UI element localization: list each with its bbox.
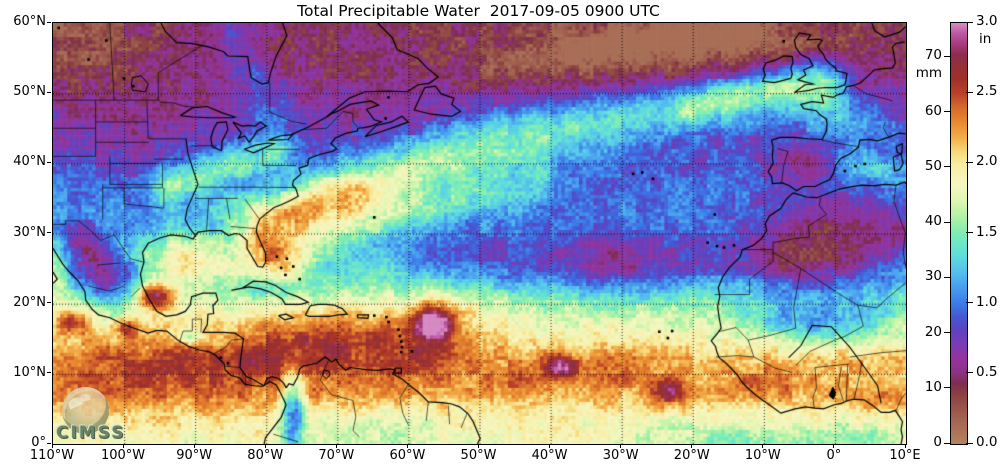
x-tick-mark [762, 444, 764, 448]
x-tick-label: 70°W [318, 448, 355, 463]
x-tick-label: 90°W [176, 448, 213, 463]
colorbar-in-tick [966, 372, 973, 374]
colorbar-mm-tick [944, 387, 951, 389]
x-tick-mark [691, 444, 693, 448]
colorbar-unit-mm: mm [915, 65, 942, 82]
colorbar-in-label: 0.5 [976, 363, 998, 380]
y-tick-label: 20°N [13, 294, 46, 310]
y-tick-mark [47, 91, 51, 93]
colorbar-in-label: 2.0 [976, 153, 998, 170]
x-tick-label: 50°W [460, 448, 497, 463]
colorbar-mm-tick [944, 55, 951, 57]
colorbar-mm-tick [944, 332, 951, 333]
x-tick-label: 60°W [389, 448, 426, 463]
x-tick-mark [406, 444, 408, 448]
y-tick-label: 10°N [13, 364, 46, 380]
y-tick-label: 30°N [13, 224, 46, 240]
y-tick-mark [47, 302, 51, 304]
y-tick-mark [47, 232, 51, 233]
x-tick-mark [335, 444, 337, 448]
colorbar-in-tick [966, 232, 973, 233]
cimss-watermark-text: CIMSS [56, 423, 126, 443]
x-tick-mark [193, 444, 195, 448]
colorbar-in-label: 1.5 [976, 223, 998, 240]
colorbar-mm-label: 30 [924, 268, 942, 285]
colorbar-mm-tick [944, 221, 951, 223]
x-tick-mark [122, 444, 124, 448]
x-tick-mark [549, 444, 551, 448]
colorbar-gradient [950, 22, 968, 445]
colorbar-unit-in: in [979, 31, 992, 47]
x-tick-label: 10°W [744, 448, 781, 463]
y-tick-label: 0° [31, 435, 46, 450]
colorbar-in-label: 3.0 [976, 13, 998, 29]
colorbar-in-tick [966, 442, 973, 444]
x-tick-label: 110°W [29, 448, 75, 463]
colorbar-mm-tick [944, 166, 951, 168]
y-tick-mark [47, 161, 51, 163]
colorbar-in-tick [966, 302, 973, 304]
colorbar-mm-label: 70 [924, 47, 942, 64]
colorbar-mm-label: 0 [933, 434, 942, 450]
x-tick-mark [904, 444, 906, 448]
colorbar-mm-label: 10 [924, 378, 942, 395]
colorbar-mm-label: 50 [924, 157, 942, 174]
colorbar-mm-tick [944, 111, 951, 112]
x-tick-label: 30°W [602, 448, 639, 463]
x-tick-label: 100°W [100, 448, 146, 463]
x-tick-mark [478, 444, 479, 448]
x-tick-label: 10°E [889, 448, 921, 463]
cimss-watermark: CIMSS [56, 386, 136, 443]
colorbar-mm-label: 60 [924, 102, 942, 119]
tpw-map-canvas [53, 23, 906, 444]
y-tick-label: 50°N [13, 84, 46, 100]
colorbar-in-label: 0.0 [976, 434, 998, 450]
x-tick-label: 0° [826, 448, 842, 463]
x-tick-label: 80°W [247, 448, 284, 463]
x-tick-mark [833, 444, 835, 448]
x-tick-mark [264, 444, 266, 448]
colorbar-in-label: 2.5 [976, 83, 998, 100]
y-tick-mark [47, 21, 51, 23]
map-plot-area: CIMSS [52, 22, 907, 445]
colorbar-mm-tick [944, 276, 951, 278]
colorbar-in-tick [966, 91, 973, 93]
x-tick-label: 20°W [673, 448, 710, 463]
y-tick-label: 60°N [13, 14, 46, 29]
colorbar-mm-tick [944, 442, 951, 444]
y-tick-label: 40°N [13, 154, 46, 170]
colorbar-mm-label: 20 [924, 323, 942, 340]
x-tick-mark [620, 444, 622, 448]
colorbar-in-label: 1.0 [976, 293, 998, 310]
colorbar-in-tick [966, 21, 973, 23]
y-tick-mark [47, 372, 51, 374]
y-tick-mark [47, 442, 51, 444]
colorbar-mm-label: 40 [924, 213, 942, 229]
x-tick-label: 40°W [531, 448, 568, 463]
colorbar-in-tick [966, 161, 973, 163]
page-title: Total Precipitable Water 2017-09-05 0900… [297, 2, 660, 20]
x-tick-mark [51, 444, 53, 448]
